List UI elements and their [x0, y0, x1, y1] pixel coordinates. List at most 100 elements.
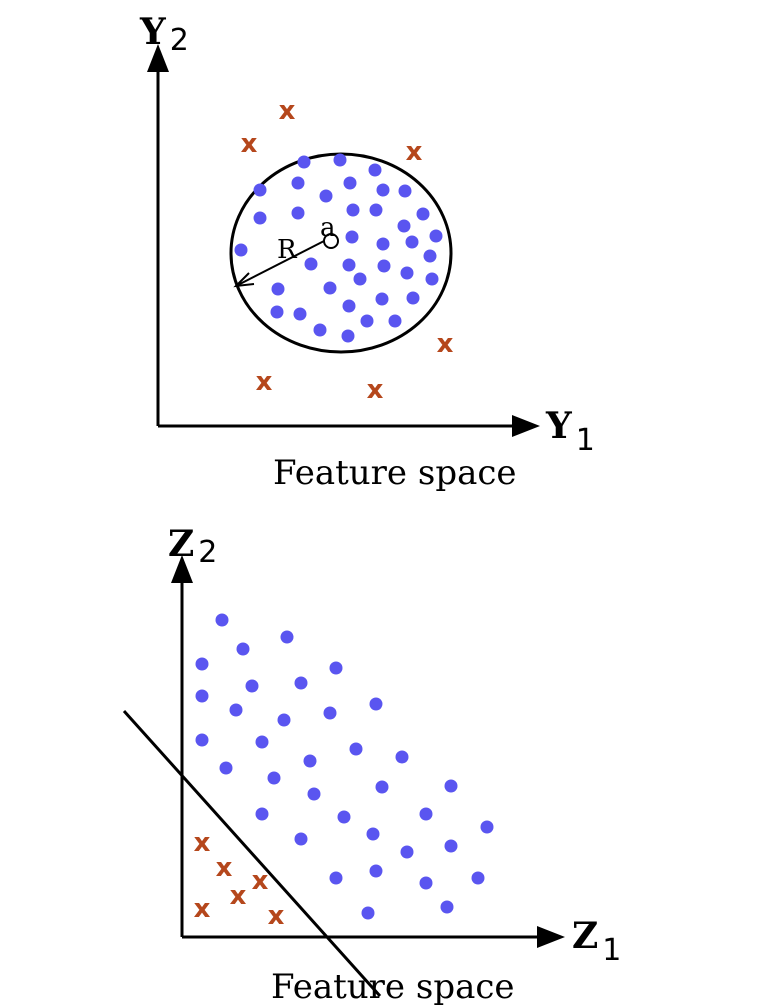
bottom-y-axis-arrowhead [171, 555, 193, 583]
inlier-dot [419, 807, 433, 821]
outlier-cross: x [437, 329, 454, 359]
inlier-dot [377, 259, 391, 273]
inlier-dot [229, 703, 243, 717]
radius-label: R [277, 235, 298, 265]
inlier-dot [253, 183, 267, 197]
outlier-cross: x [252, 866, 269, 896]
inlier-dot [323, 281, 337, 295]
inlier-dot [234, 243, 248, 257]
inlier-dot [236, 642, 250, 656]
outlier-cross: x [406, 137, 423, 167]
inlier-dot [294, 832, 308, 846]
inlier-dot [369, 864, 383, 878]
inlier-dot [342, 299, 356, 313]
inlier-dot [270, 305, 284, 319]
inlier-dot [397, 219, 411, 233]
inlier-dot [333, 153, 347, 167]
inlier-dot [255, 807, 269, 821]
bottom-inlier-dots [195, 613, 494, 920]
inlier-dot [337, 810, 351, 824]
inlier-dot [400, 266, 414, 280]
inlier-dot [388, 314, 402, 328]
inlier-dot [329, 661, 343, 675]
outlier-cross: x [268, 901, 285, 931]
inlier-dot [429, 229, 443, 243]
inlier-dot [349, 742, 363, 756]
inlier-dot [376, 237, 390, 251]
bottom-x-axis-label: Z 1 [572, 915, 621, 968]
top-outlier-crosses: xx xxx x [241, 96, 454, 405]
outlier-cross: x [256, 367, 273, 397]
inlier-dot [440, 900, 454, 914]
outlier-cross: x [194, 828, 211, 858]
inlier-dot [253, 211, 267, 225]
top-inlier-dots [234, 153, 443, 343]
inlier-dot [343, 176, 357, 190]
inlier-dot [277, 713, 291, 727]
inlier-dot [267, 771, 281, 785]
bottom-caption: Feature space [271, 967, 515, 1006]
top-x-axis-label: Y 1 [545, 405, 595, 458]
top-x-axis-arrowhead [512, 415, 540, 437]
inlier-dot [419, 876, 433, 890]
inlier-dot [405, 235, 419, 249]
inlier-dot [444, 839, 458, 853]
outlier-cross: x [241, 129, 258, 159]
inlier-dot [471, 871, 485, 885]
top-panel: Y 2 Y 1 Feature space R a xx xxx x [139, 11, 595, 493]
bottom-x-axis-arrowhead [537, 926, 565, 948]
inlier-dot [375, 292, 389, 306]
inlier-dot [323, 706, 337, 720]
inlier-dot [341, 329, 355, 343]
inlier-dot [398, 184, 412, 198]
outlier-cross: x [367, 375, 384, 405]
top-y-axis-label: Y 2 [139, 11, 189, 58]
hypersphere-boundary [229, 152, 453, 354]
inlier-dot [195, 657, 209, 671]
inlier-dot [345, 230, 359, 244]
inlier-dot [360, 314, 374, 328]
inlier-dot [416, 207, 430, 221]
separating-hyperplane [122, 709, 382, 998]
inlier-dot [361, 906, 375, 920]
inlier-dot [369, 203, 383, 217]
outlier-cross: x [230, 881, 247, 911]
outlier-cross: x [216, 853, 233, 883]
top-y-axis-arrowhead [147, 44, 169, 72]
inlier-dot [319, 189, 333, 203]
inlier-dot [195, 733, 209, 747]
inlier-dot [353, 272, 367, 286]
inlier-dot [291, 176, 305, 190]
inlier-dot [293, 307, 307, 321]
inlier-dot [215, 613, 229, 627]
inlier-dot [291, 206, 305, 220]
inlier-dot [303, 754, 317, 768]
inlier-dot [294, 676, 308, 690]
inlier-dot [425, 272, 439, 286]
inlier-dot [219, 761, 233, 775]
inlier-dot [304, 257, 318, 271]
outlier-cross: x [194, 894, 211, 924]
inlier-dot [400, 845, 414, 859]
inlier-dot [406, 291, 420, 305]
inlier-dot [444, 779, 458, 793]
inlier-dot [195, 689, 209, 703]
hypersphere-center [323, 233, 339, 249]
inlier-dot [376, 183, 390, 197]
inlier-dot [395, 750, 409, 764]
inlier-dot [297, 155, 311, 169]
inlier-dot [329, 871, 343, 885]
inlier-dot [313, 323, 327, 337]
inlier-dot [245, 679, 259, 693]
inlier-dot [366, 827, 380, 841]
inlier-dot [369, 697, 383, 711]
radius-arrow [235, 239, 327, 287]
outlier-cross: x [279, 96, 296, 126]
bottom-panel: Z 2 Z 1 xxx x xx Feature space [122, 523, 621, 1006]
inlier-dot [342, 258, 356, 272]
inlier-dot [375, 780, 389, 794]
top-caption: Feature space [273, 453, 517, 493]
inlier-dot [307, 787, 321, 801]
inlier-dot [368, 163, 382, 177]
